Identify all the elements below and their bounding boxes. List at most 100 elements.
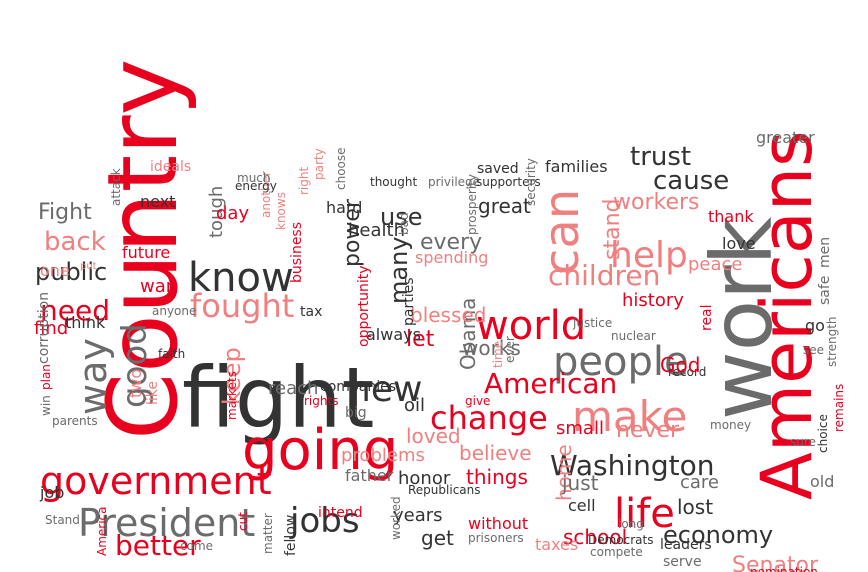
word-every: every bbox=[420, 230, 483, 255]
word-greater: greater bbox=[756, 128, 815, 147]
word-taxes: taxes bbox=[535, 535, 579, 554]
word-washington: Washington bbox=[550, 449, 715, 482]
word-democrats: Democrats bbox=[588, 533, 654, 547]
word-security: security bbox=[524, 158, 538, 206]
word-problems: problems bbox=[341, 445, 425, 466]
word-peace: peace bbox=[688, 254, 743, 275]
word-children: children bbox=[548, 259, 661, 292]
word-help: help bbox=[610, 235, 688, 276]
word-bad: bad bbox=[397, 212, 411, 235]
word-honor: honor bbox=[398, 468, 451, 489]
word-day: day bbox=[216, 203, 250, 224]
word-loved: loved bbox=[406, 424, 461, 448]
word-big: big bbox=[345, 405, 367, 421]
word-future: future bbox=[122, 243, 171, 262]
word-public: public bbox=[35, 258, 108, 286]
word-thought: thought bbox=[370, 175, 418, 189]
word-stand: stand bbox=[600, 198, 625, 260]
word-families: families bbox=[545, 157, 608, 176]
word-parties: parties bbox=[401, 277, 417, 326]
word-give: give bbox=[465, 394, 491, 408]
word-prosperity: prosperity bbox=[465, 174, 479, 235]
word-president: President bbox=[78, 501, 256, 545]
word-going: going bbox=[242, 418, 399, 483]
word-spending: spending bbox=[415, 248, 489, 267]
word-put: put bbox=[80, 261, 97, 272]
word-money: money bbox=[710, 418, 752, 432]
word-stand-cap: Stand bbox=[45, 513, 80, 527]
word-small: small bbox=[556, 418, 604, 439]
word-attack: attack bbox=[109, 168, 123, 206]
word-justice: justice bbox=[573, 316, 613, 330]
word-go: go bbox=[805, 316, 825, 335]
word-sure: sure bbox=[790, 435, 816, 449]
word-find: find bbox=[34, 318, 69, 339]
word-government: government bbox=[40, 459, 272, 503]
word-knows: knows bbox=[274, 192, 288, 230]
word-history: history bbox=[622, 290, 684, 311]
word-saved: saved bbox=[477, 161, 519, 177]
word-companies: companies bbox=[320, 379, 397, 395]
word-use: use bbox=[380, 203, 423, 231]
word-safe: safe bbox=[817, 275, 833, 305]
word-long: long bbox=[618, 517, 644, 531]
word-world: world bbox=[476, 303, 587, 349]
word-school: school bbox=[563, 525, 628, 549]
word-like: like bbox=[145, 380, 161, 405]
word-compete: compete bbox=[590, 545, 643, 559]
word-god: God bbox=[660, 353, 701, 377]
word-old: old bbox=[810, 472, 835, 491]
word-party: party bbox=[312, 148, 326, 180]
word-make: make bbox=[572, 392, 688, 441]
word-back: back bbox=[44, 227, 106, 257]
word-always: always bbox=[366, 325, 421, 344]
word-senator: Senator bbox=[732, 553, 819, 572]
word-love: love bbox=[722, 234, 756, 253]
word-thank: thank bbox=[708, 207, 754, 226]
word-fight-cap: Fight bbox=[38, 200, 92, 225]
word-think: think bbox=[65, 313, 106, 332]
word-workers: workers bbox=[613, 190, 700, 215]
word-much: much bbox=[237, 171, 271, 185]
word-prisoners: prisoners bbox=[468, 531, 524, 545]
word-health: health bbox=[348, 220, 405, 241]
word-america: America bbox=[95, 506, 109, 557]
word-matter: matter bbox=[261, 513, 275, 554]
word-come: come bbox=[180, 539, 214, 553]
word-job: job bbox=[40, 483, 65, 502]
word-trust: trust bbox=[630, 142, 692, 172]
word-win: win bbox=[39, 395, 53, 416]
word-see: see bbox=[803, 343, 825, 357]
word-things: things bbox=[466, 465, 528, 489]
word-jobs: jobs bbox=[290, 501, 360, 541]
word-business: business bbox=[289, 221, 305, 283]
word-hard: hard bbox=[326, 198, 363, 217]
word-serve: serve bbox=[663, 554, 702, 570]
word-plan: plan bbox=[39, 364, 53, 390]
word-men: men bbox=[817, 236, 833, 268]
word-cut: cut bbox=[236, 512, 250, 531]
word-rights: rights bbox=[304, 394, 339, 408]
word-opportunity: opportunity bbox=[356, 265, 372, 347]
word-remains: remains bbox=[832, 383, 846, 432]
word-privilege: privilege bbox=[428, 175, 481, 189]
word-believe: believe bbox=[459, 441, 532, 465]
word-right: right bbox=[297, 166, 311, 195]
word-years: years bbox=[393, 505, 443, 526]
word-need: need bbox=[40, 294, 110, 327]
word-know: know bbox=[188, 255, 294, 301]
word-two: two bbox=[126, 368, 145, 398]
word-corruption: corruption bbox=[36, 291, 52, 364]
word-fight: fight bbox=[182, 349, 375, 447]
word-real: real bbox=[699, 304, 715, 331]
word-war: war bbox=[140, 276, 174, 297]
word-american: American bbox=[484, 367, 618, 400]
word-better: better bbox=[115, 529, 201, 562]
word-lost: lost bbox=[677, 495, 714, 519]
word-one: one bbox=[40, 261, 70, 280]
word-fought: fought bbox=[190, 287, 295, 325]
word-works: works bbox=[462, 336, 521, 360]
word-never: never bbox=[616, 418, 680, 443]
word-intend: intend bbox=[318, 505, 363, 521]
word-leaders: leaders bbox=[660, 537, 712, 553]
